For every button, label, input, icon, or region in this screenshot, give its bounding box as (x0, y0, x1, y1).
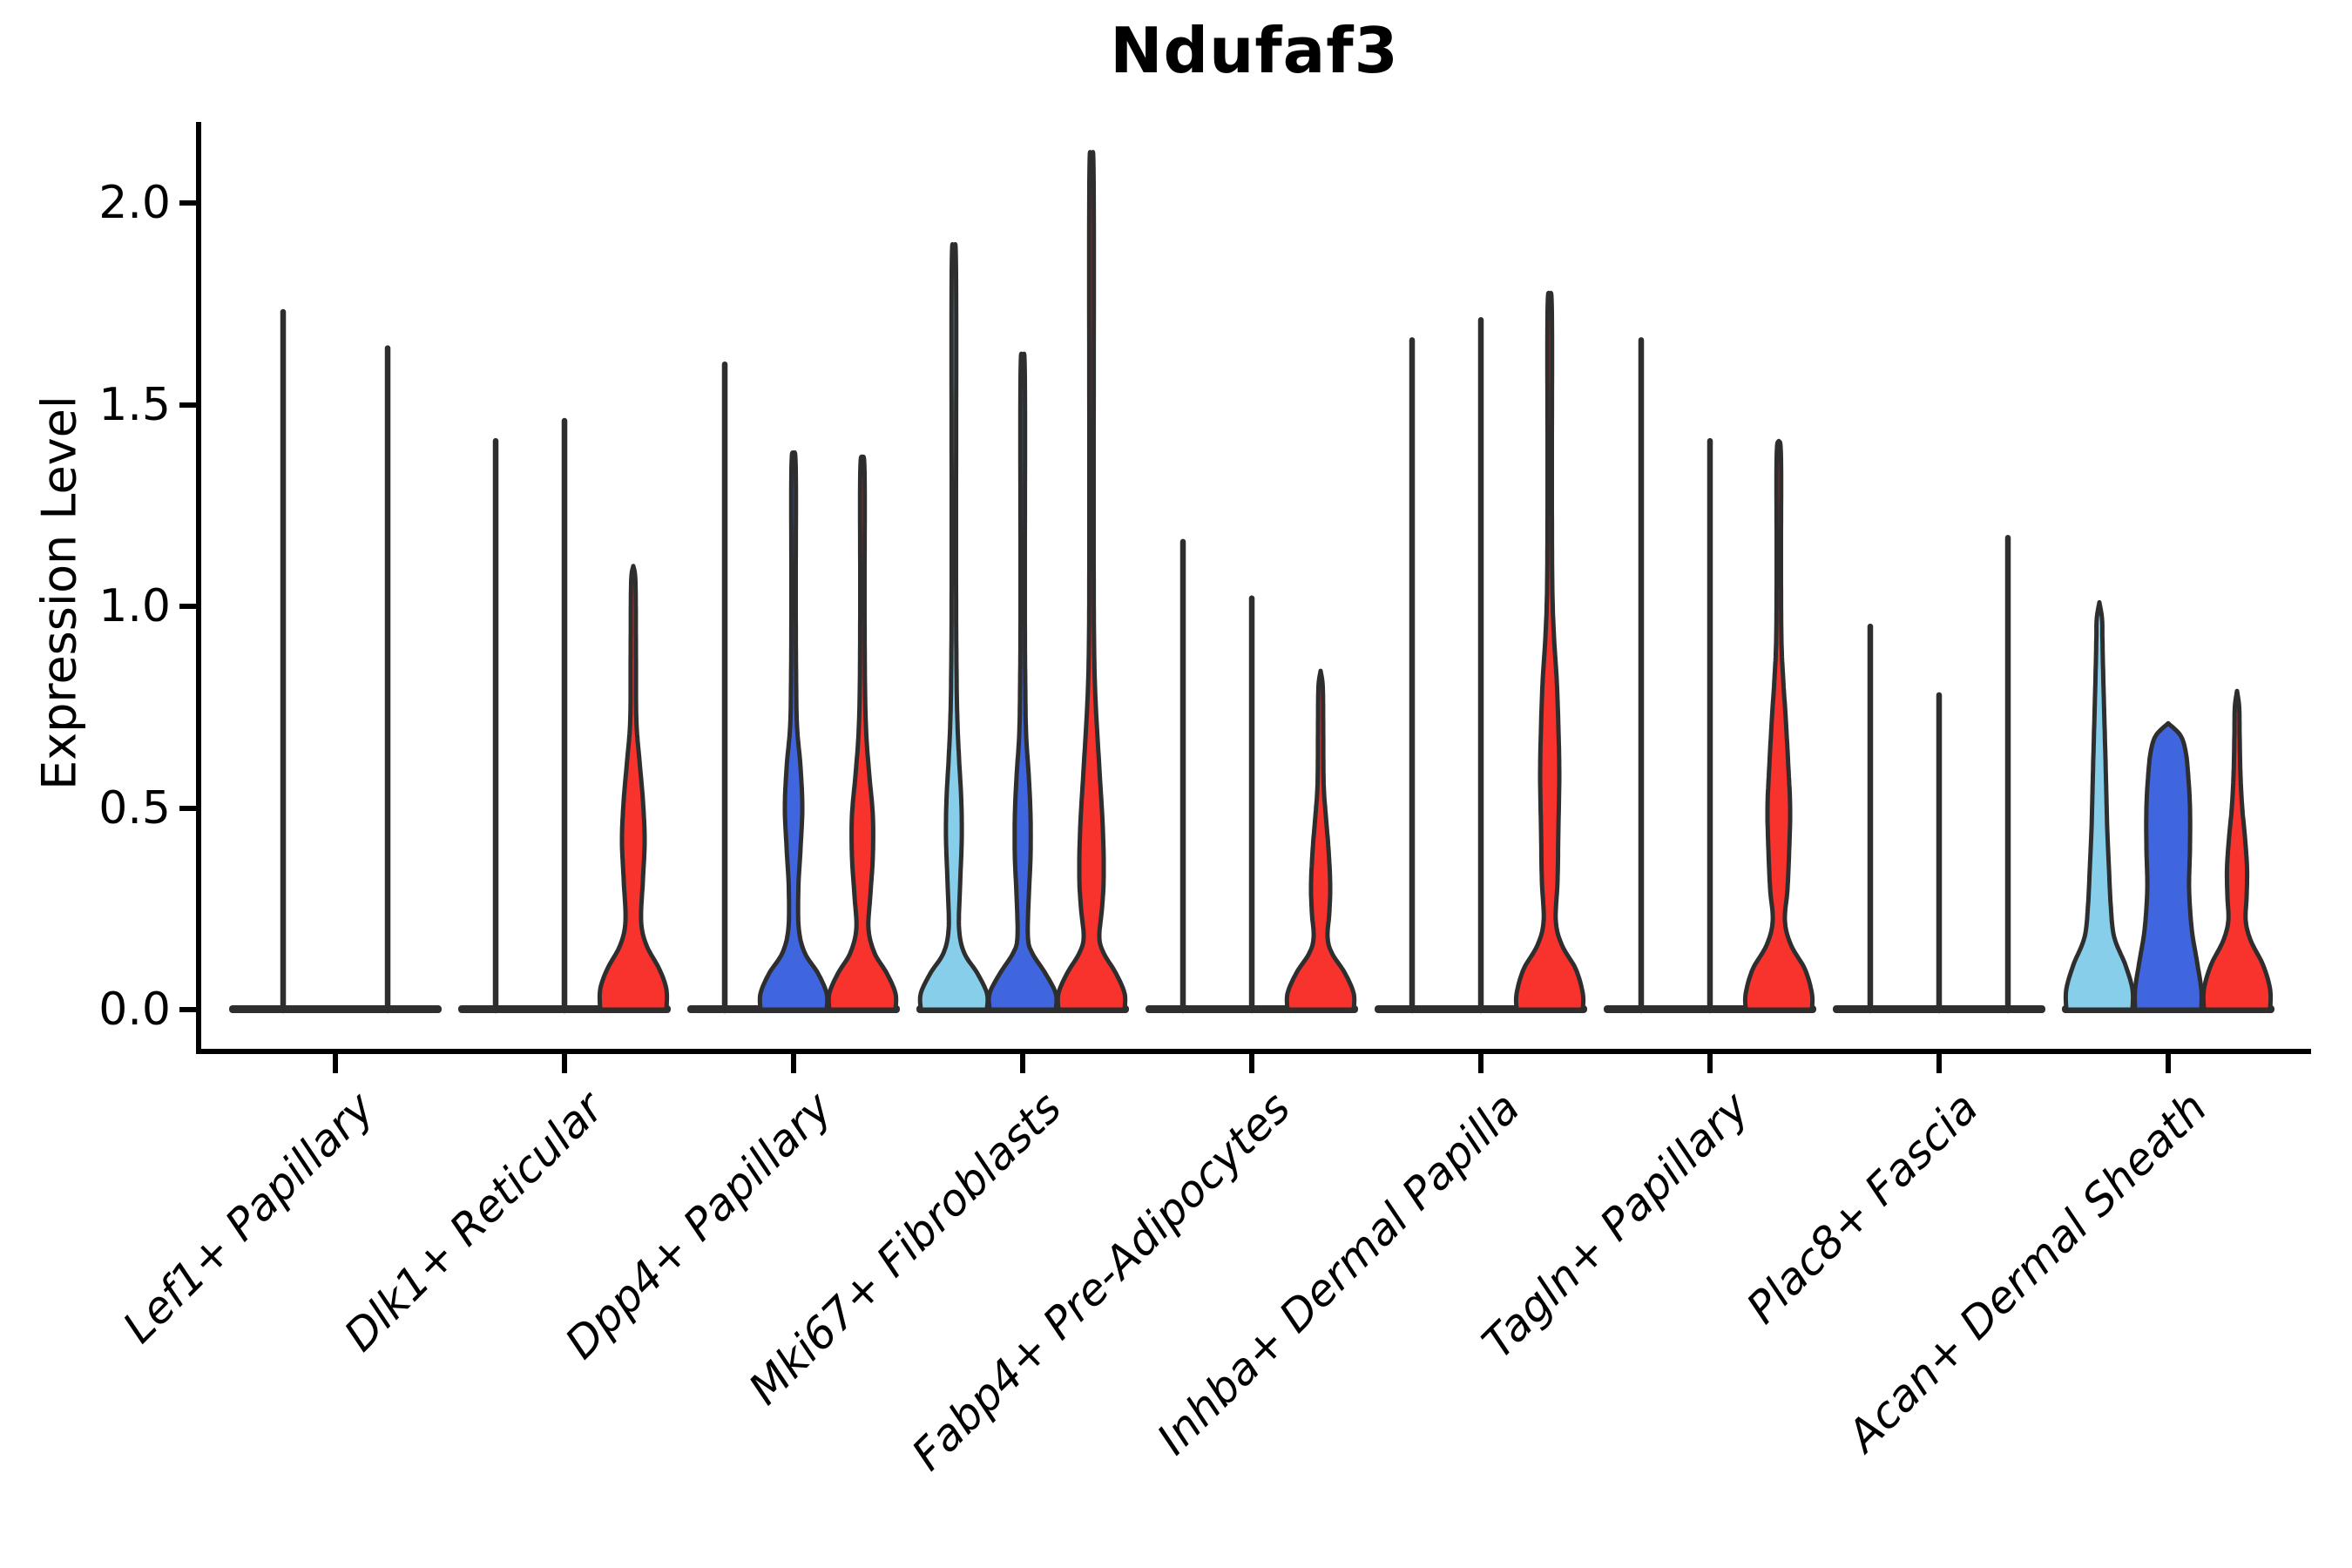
y-tick (179, 200, 199, 206)
y-tick-label: 0.0 (98, 983, 171, 1036)
violin-body (1742, 438, 1815, 1012)
violin-body (1284, 668, 1357, 1012)
violin-body (2200, 688, 2274, 1012)
group-baseline (229, 1005, 442, 1013)
y-tick-label: 1.5 (98, 378, 171, 431)
y-tick (179, 402, 199, 408)
x-axis-spine (196, 1049, 2311, 1054)
y-tick-label: 1.0 (98, 580, 171, 632)
y-tick-label: 0.5 (98, 781, 171, 835)
x-tick (2166, 1054, 2171, 1073)
violin-body (2132, 720, 2204, 1012)
x-tick (1249, 1054, 1254, 1073)
x-tick (1936, 1054, 1942, 1073)
x-tick (333, 1054, 338, 1073)
violin-body (2063, 599, 2136, 1012)
x-tick (1478, 1054, 1484, 1073)
x-tick (791, 1054, 796, 1073)
plot-title: Ndufaf3 (1110, 14, 1399, 87)
x-tick (1020, 1054, 1025, 1073)
violin-body (826, 454, 899, 1012)
y-tick (179, 604, 199, 609)
y-tick-label: 2.0 (98, 177, 171, 229)
violin-body (597, 564, 670, 1012)
violin-body (917, 241, 990, 1012)
y-tick (179, 805, 199, 811)
violin-body (986, 351, 1059, 1012)
x-tick (562, 1054, 567, 1073)
y-axis-spine (196, 122, 201, 1054)
violin-body (1513, 290, 1586, 1012)
y-tick (179, 1007, 199, 1012)
violin-body (1055, 150, 1128, 1012)
x-tick (1707, 1054, 1713, 1073)
violin-body (757, 450, 830, 1012)
